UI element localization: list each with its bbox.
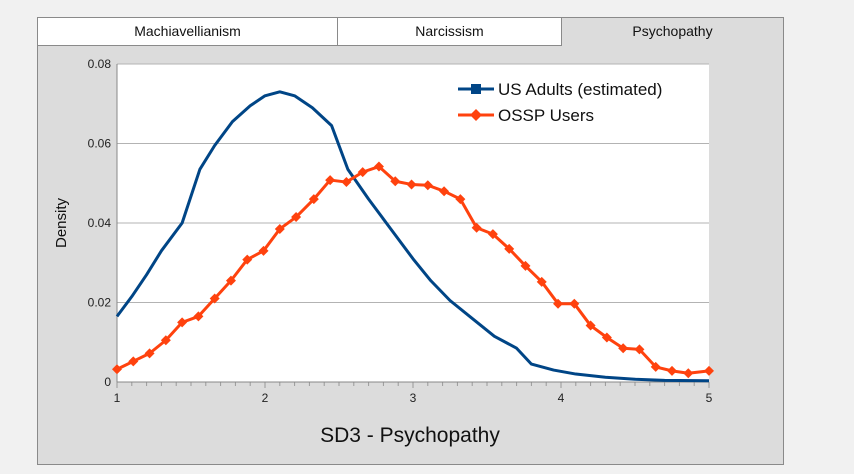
data-point-ossp-users [291,212,302,223]
legend-marker-ossp-users [470,109,482,121]
x-tick-label: 5 [706,391,713,405]
y-axis-title: Density [53,197,70,248]
data-point-ossp-users [455,194,466,205]
tab-psychopathy[interactable]: Psychopathy [562,18,783,46]
data-point-ossp-users [325,175,336,186]
data-point-ossp-users [160,335,171,346]
data-point-ossp-users [177,317,188,328]
data-point-ossp-users [373,161,384,172]
data-point-ossp-users [683,368,694,379]
data-point-ossp-users [704,365,714,376]
y-tick-label: 0.08 [88,57,112,71]
x-tick-label: 1 [114,391,121,405]
legend-label-ossp-users: OSSP Users [498,106,594,125]
data-point-ossp-users [274,223,285,234]
data-point-ossp-users [667,365,677,376]
x-tick-labels: 1 2 3 4 5 [114,391,713,405]
data-point-ossp-users [439,186,450,197]
data-point-ossp-users [585,320,596,331]
data-point-ossp-users [569,298,580,309]
y-tick-label: 0 [104,375,111,389]
x-axis-title: SD3 - Psychopathy [320,424,500,447]
data-point-ossp-users [487,229,498,240]
series-line-us-adults [115,90,710,383]
data-point-ossp-users [601,332,612,343]
data-point-ossp-users [144,348,155,359]
tab-narcissism[interactable]: Narcissism [337,18,562,46]
data-point-ossp-users [193,311,204,322]
data-point-ossp-users [341,177,352,188]
data-point-ossp-users [471,222,482,233]
y-tick-label: 0.06 [88,137,112,151]
data-point-ossp-users [225,275,236,286]
data-point-ossp-users [390,176,401,187]
series-layer [112,90,714,383]
chart-panel: Machiavellianism Narcissism Psychopathy … [37,17,784,465]
data-point-ossp-users [112,364,122,375]
data-point-ossp-users [128,356,139,367]
tab-bar: Machiavellianism Narcissism Psychopathy [38,18,783,46]
legend-label-us-adults: US Adults (estimated) [498,80,662,99]
data-point-ossp-users [422,180,433,191]
data-point-ossp-users [504,243,515,254]
y-tick-labels: 0 0.02 0.04 0.06 0.08 [88,57,112,389]
data-point-ossp-users [209,293,220,304]
x-tick-label: 3 [410,391,417,405]
tab-machiavellianism[interactable]: Machiavellianism [38,18,338,46]
data-point-ossp-users [308,194,319,205]
axes [116,64,709,383]
y-tick-label: 0.02 [88,296,112,310]
data-point-ossp-users [650,361,661,372]
data-point-ossp-users [406,179,417,190]
data-point-ossp-users [258,245,269,256]
y-tick-label: 0.04 [88,216,112,230]
data-point-ossp-users [536,276,547,287]
data-point-ossp-users [618,343,629,354]
data-point-ossp-users [553,298,564,309]
legend-marker-us-adults [471,84,481,94]
data-point-ossp-users [357,167,368,178]
x-tick-label: 2 [262,391,269,405]
density-chart: 1 2 3 4 5 0 0.02 0.04 0.06 0.08 US Adult… [53,57,714,447]
data-point-ossp-users [242,254,253,265]
legend: US Adults (estimated) OSSP Users [458,80,662,125]
x-tick-label: 4 [558,391,565,405]
data-point-ossp-users [520,260,531,271]
data-point-ossp-users [634,344,645,355]
